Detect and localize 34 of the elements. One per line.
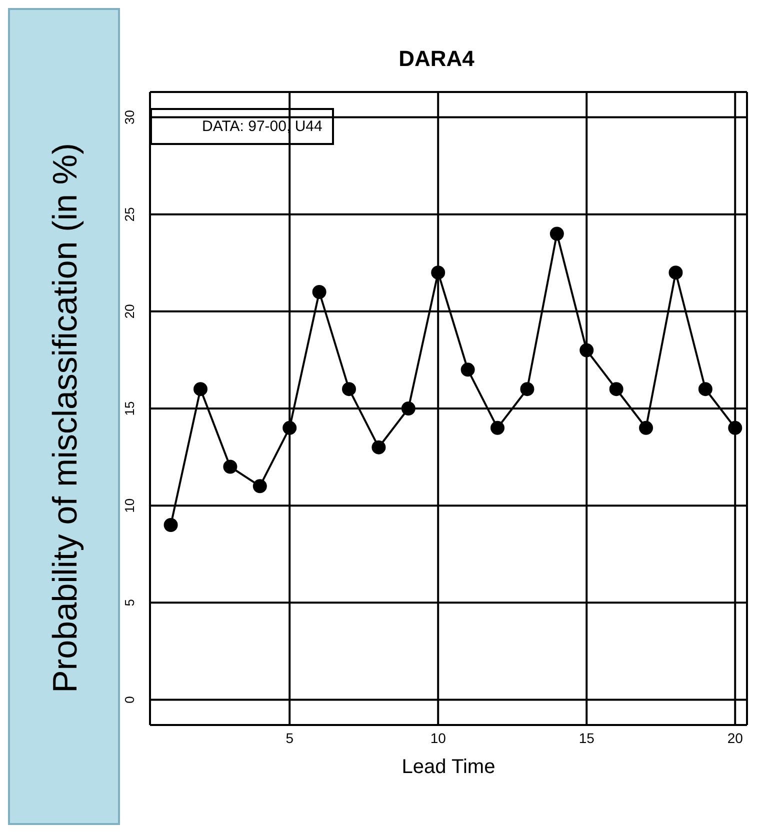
- y-tick-label: 25: [122, 207, 137, 222]
- x-tick-label: 5: [286, 730, 294, 746]
- point: [223, 460, 238, 474]
- point: [193, 382, 208, 396]
- point: [282, 420, 297, 435]
- x-tick-label: 10: [430, 730, 446, 746]
- point: [460, 362, 475, 377]
- point: [698, 382, 712, 396]
- point: [609, 382, 624, 396]
- y-tick-label: 30: [122, 110, 137, 124]
- point: [580, 343, 594, 358]
- y-tick-label: 15: [122, 401, 137, 416]
- point: [728, 420, 742, 435]
- point: [550, 226, 564, 241]
- point: [252, 479, 267, 494]
- y-tick-label: 5: [122, 599, 137, 606]
- y-tick-label: 0: [122, 696, 137, 704]
- point: [372, 440, 386, 454]
- y-tick-label: 10: [122, 498, 137, 513]
- y-tick-label: 20: [122, 304, 137, 319]
- point: [490, 420, 505, 435]
- x-tick-label: 20: [727, 730, 744, 746]
- x-axis-title: Lead Time: [402, 756, 496, 778]
- y-axis-title: Probability of misclassification (in %): [46, 143, 86, 693]
- point: [668, 266, 683, 280]
- point: [431, 266, 446, 280]
- chart-title: DARA4: [398, 46, 476, 72]
- point: [401, 402, 416, 416]
- point: [342, 382, 356, 396]
- point: [639, 420, 654, 435]
- x-tick-label: 15: [578, 730, 595, 746]
- point: [312, 284, 326, 299]
- point: [520, 382, 534, 396]
- point: [164, 518, 178, 532]
